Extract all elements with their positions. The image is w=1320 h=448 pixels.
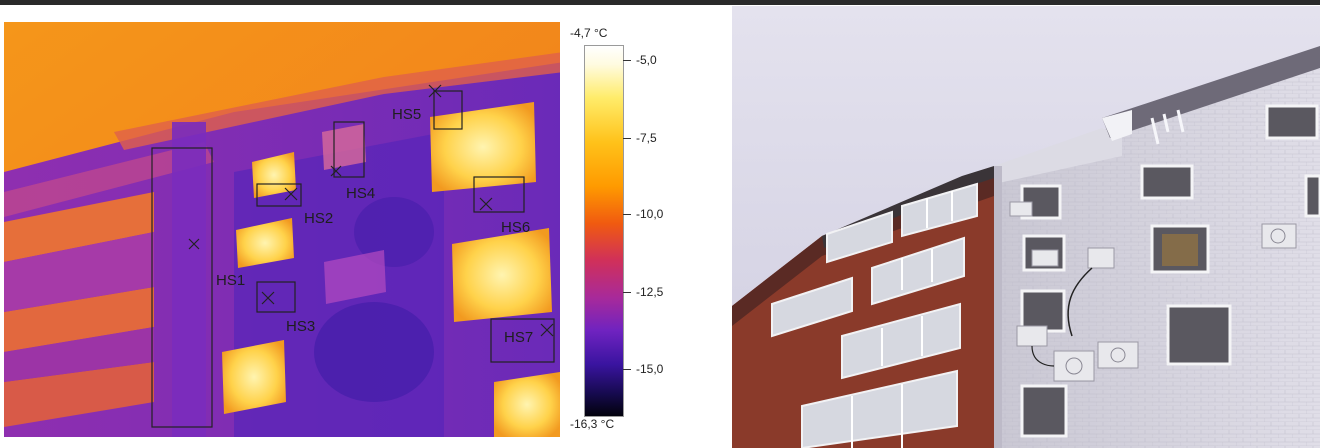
scale-tick-label: -12,5: [636, 285, 664, 299]
scale-min-label: -16,3 °C: [570, 417, 615, 431]
thermal-image: HS1 HS2 HS3 HS4 HS5 HS6 HS7: [4, 22, 560, 437]
hs6-box: [473, 176, 525, 213]
hs7-label: HS7: [504, 329, 534, 346]
hs7-marker: [540, 323, 554, 337]
hs6-marker: [479, 197, 493, 211]
hs5-marker: [428, 84, 442, 98]
hs2-label: HS2: [304, 210, 334, 227]
scale-tick: [623, 369, 631, 370]
scale-tick: [623, 60, 631, 61]
hs7-box: [490, 318, 555, 363]
scale-tick-label: -7,5: [636, 131, 657, 145]
hs4-marker: [330, 165, 342, 177]
hs5-label: HS5: [392, 106, 422, 123]
hs5-box: [433, 90, 463, 130]
scale-tick: [623, 292, 631, 293]
hs1-label: HS1: [216, 272, 246, 289]
hs2-box: [256, 183, 302, 207]
thermal-svg: [4, 22, 560, 437]
hs1-marker: [188, 238, 200, 250]
color-scale-bar: [584, 45, 624, 417]
hs2-marker: [284, 187, 298, 201]
hs3-marker: [261, 291, 275, 305]
hs4-label: HS4: [346, 185, 376, 202]
photo-svg: [732, 6, 1320, 448]
top-border: [0, 0, 1320, 5]
building-photo: [732, 6, 1320, 448]
scale-tick-label: -15,0: [636, 362, 664, 376]
hs6-label: HS6: [501, 219, 531, 236]
scale-tick-label: -10,0: [636, 207, 664, 221]
hs4-box: [333, 121, 365, 178]
scale-tick: [623, 138, 631, 139]
scale-tick-label: -5,0: [636, 53, 657, 67]
hs3-label: HS3: [286, 318, 316, 335]
temperature-scale: -4,7 °C -5,0 -7,5 -10,0 -12,5 -15,0 -16,…: [560, 20, 680, 440]
scale-max-label: -4,7 °C: [570, 26, 608, 40]
scale-tick: [623, 214, 631, 215]
hs3-box: [256, 281, 296, 313]
hs1-box: [151, 147, 213, 428]
